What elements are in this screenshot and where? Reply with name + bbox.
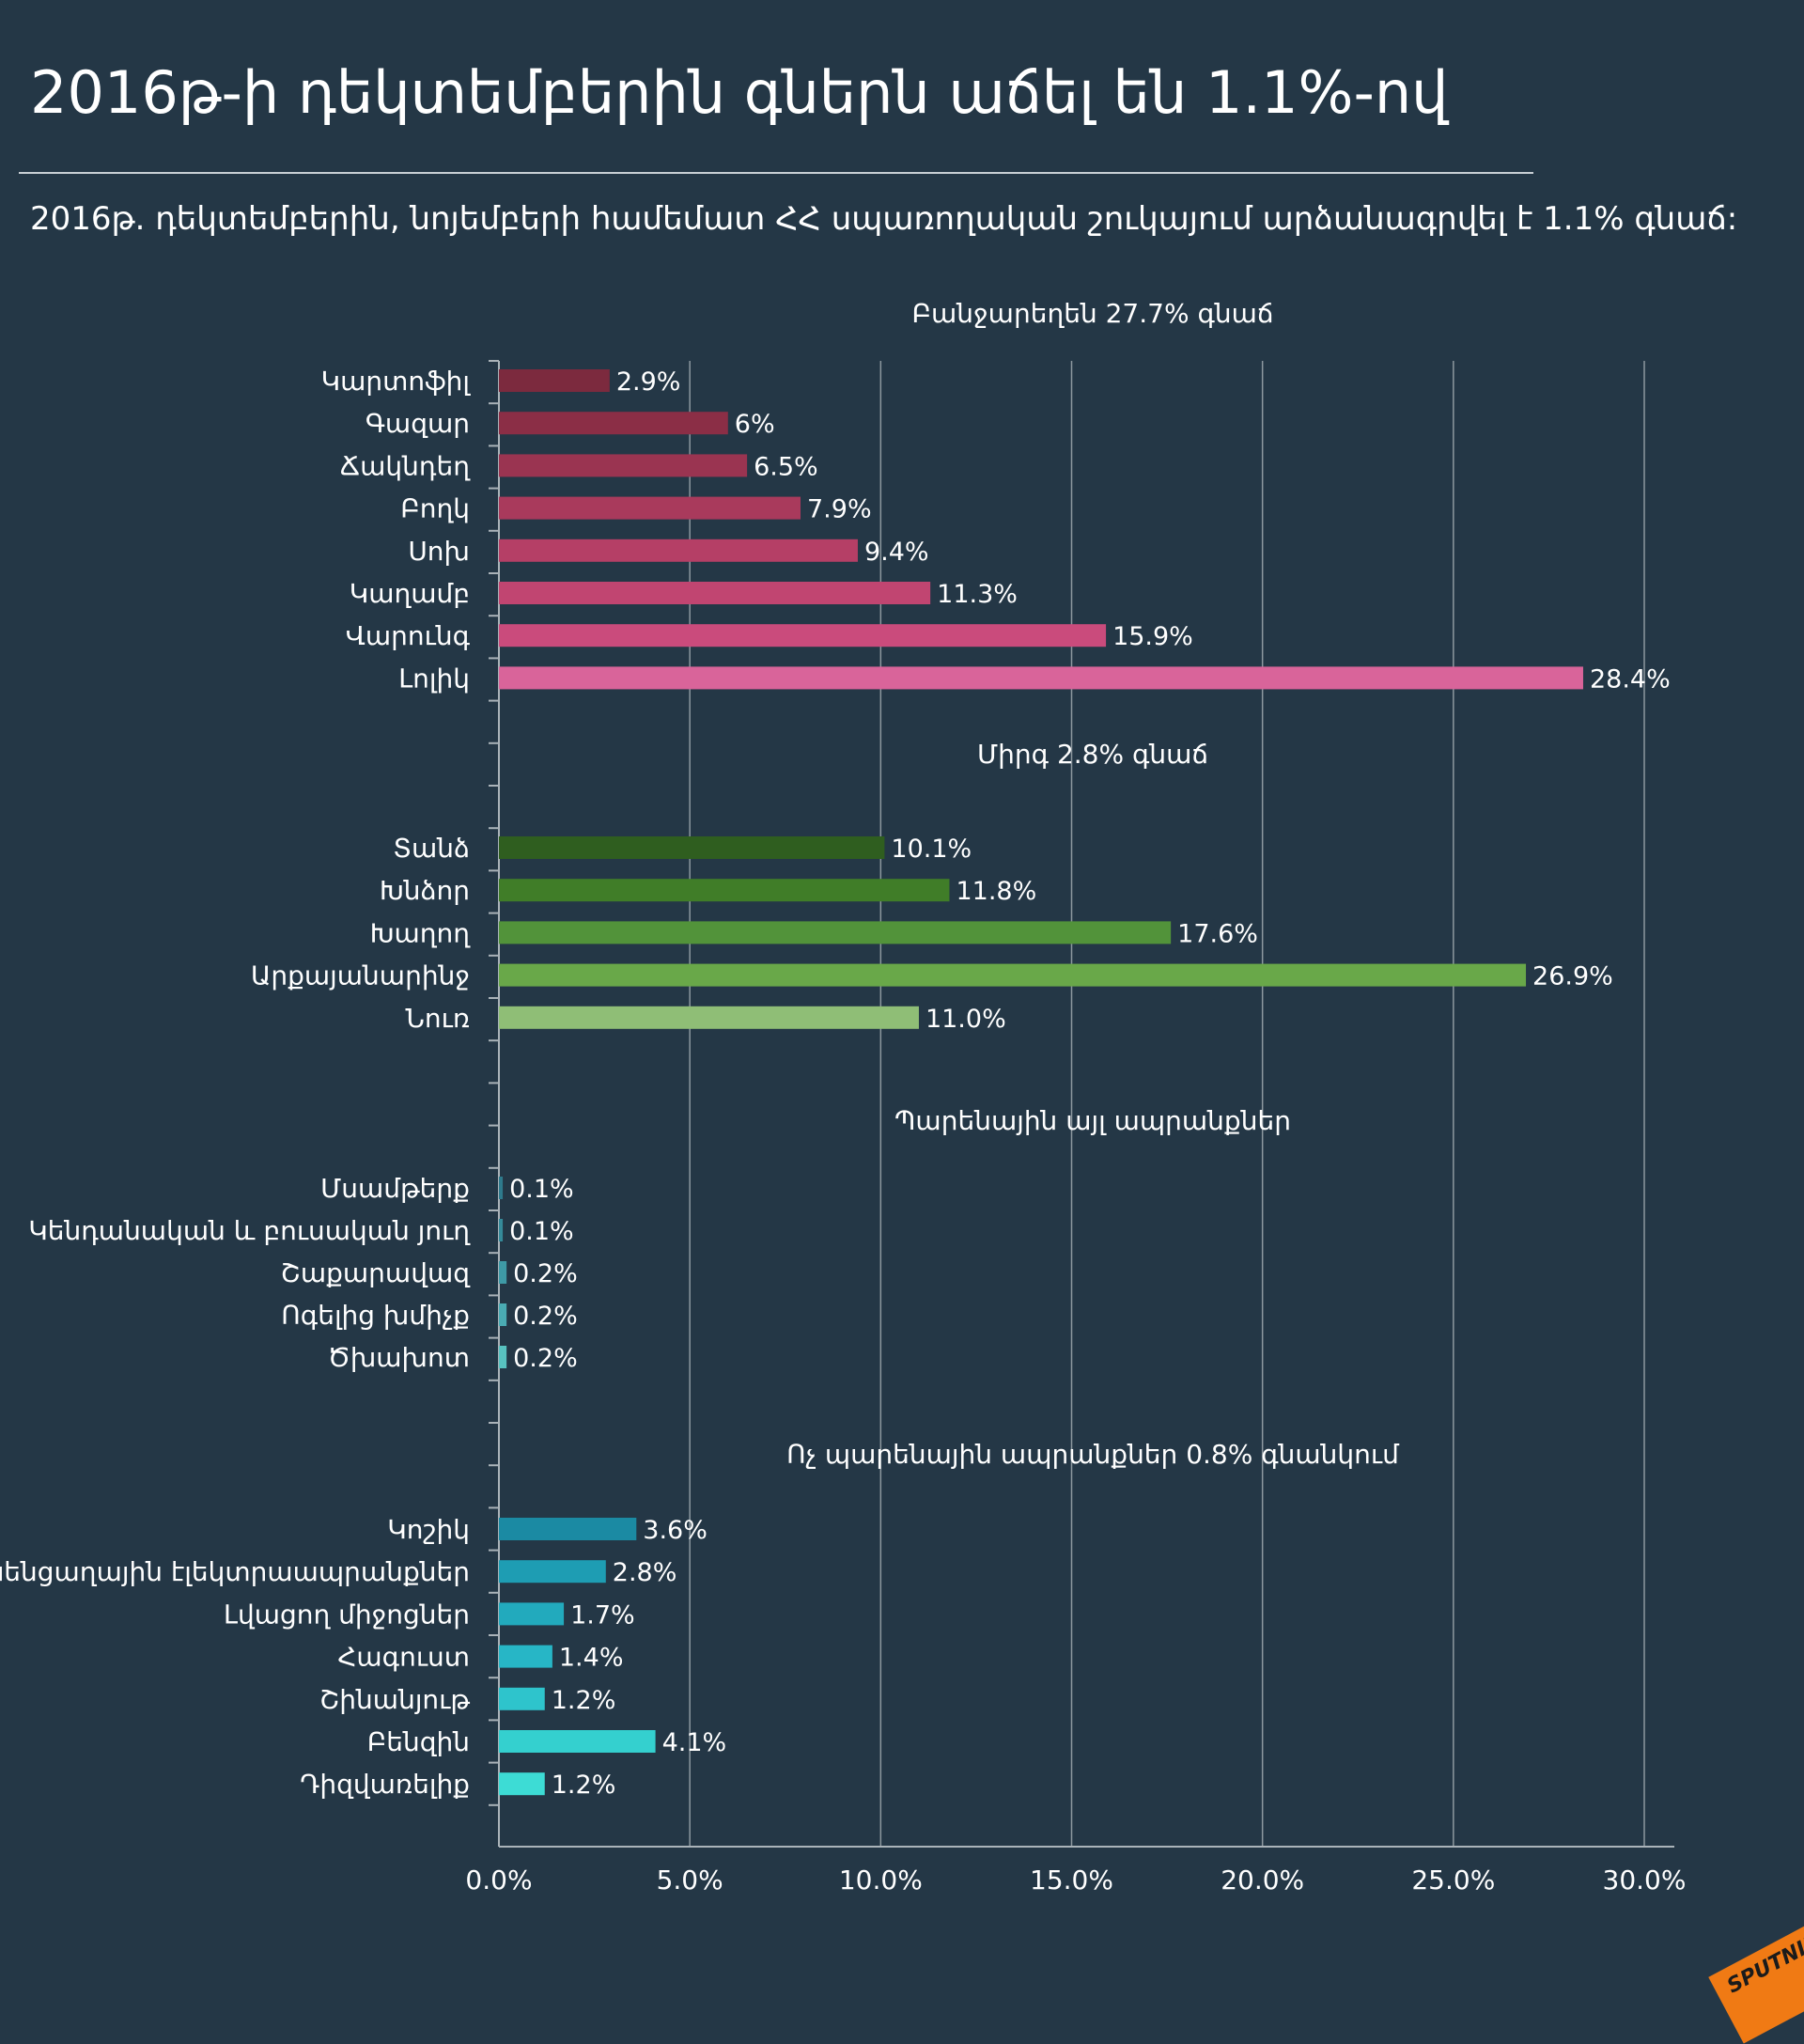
data-label: 0.2% (513, 1302, 578, 1331)
category-label: Կենցաղային էլեկտրաապրանքներ (0, 1556, 470, 1587)
page-subtitle: 2016թ. դեկտեմբերին, նոյեմբերի համեմատ ՀՀ… (30, 200, 1738, 238)
category-label: Կարտոֆիլ (321, 366, 472, 397)
data-label: 10.1% (891, 835, 972, 864)
category-label: Տանձ (393, 833, 470, 864)
bar (499, 1772, 545, 1796)
x-tick-label: 10.0% (839, 1865, 923, 1896)
category-label: Ճակնդեղ (340, 450, 472, 481)
category-label: Նուռ (406, 1003, 470, 1034)
x-tick-label: 30.0% (1603, 1865, 1687, 1896)
x-tick-label: 0.0% (465, 1865, 532, 1896)
x-tick-label: 15.0% (1030, 1865, 1113, 1896)
category-label: Լվացող միջոցներ (224, 1599, 470, 1630)
data-label: 2.8% (613, 1558, 677, 1587)
data-label: 11.3% (937, 580, 1018, 609)
bar (499, 921, 1172, 944)
data-label: 1.4% (559, 1644, 624, 1673)
category-label: Խնձոր (380, 875, 470, 906)
category-label: Սոխ (408, 536, 470, 567)
data-label: 0.1% (509, 1217, 574, 1246)
bar (499, 582, 931, 604)
title-divider (19, 172, 1533, 174)
data-label: 0.2% (513, 1259, 578, 1288)
data-label: 28.4% (1590, 664, 1671, 694)
data-label: 1.7% (570, 1600, 635, 1630)
x-tick-label: 5.0% (657, 1865, 723, 1896)
group-heading: Ոչ պարենային ապրանքներ 0.8% գնանկում (786, 1439, 1400, 1470)
data-label: 1.2% (552, 1686, 616, 1715)
bar-chart: 0.0% 5.0% 10.0% 15.0% 20.0% 25.0% 30.0% Բանջարե… (0, 298, 1687, 1896)
bar (499, 1687, 545, 1710)
group-heading: Բանջարեղեն 27.7% գնաճ (911, 298, 1273, 329)
data-label: 26.9% (1532, 962, 1613, 991)
category-label: Բենզին (367, 1726, 470, 1757)
bar (499, 1518, 637, 1540)
bar (499, 963, 1527, 987)
bar (499, 496, 801, 520)
data-label: 11.0% (925, 1005, 1006, 1034)
category-label: Հագուստ (337, 1642, 470, 1673)
category-label: Կոշիկ (387, 1514, 470, 1545)
bar (499, 1261, 507, 1284)
category-label: Արքայանարինջ (251, 960, 470, 991)
bar (499, 369, 610, 392)
category-label: Դիզվառելիք (300, 1769, 470, 1800)
data-label: 6.5% (754, 452, 818, 481)
category-label: Մսամթերք (320, 1173, 470, 1204)
bar (499, 1303, 507, 1326)
category-label: Կաղամբ (350, 578, 470, 609)
category-label: Կենդանական և բուսական յուղ (28, 1215, 471, 1246)
data-label: 2.9% (616, 367, 681, 397)
bar (499, 879, 950, 902)
category-label: Վարունգ (346, 620, 471, 651)
data-label: 0.1% (509, 1175, 574, 1204)
category-label: Ծխախոտ (328, 1342, 470, 1373)
bar (499, 1219, 504, 1241)
bar (499, 412, 728, 435)
data-label: 3.6% (643, 1516, 708, 1545)
data-label: 6% (735, 410, 775, 439)
bar (499, 538, 858, 562)
bar (499, 836, 885, 859)
data-label: 7.9% (807, 495, 872, 524)
data-label: 4.1% (662, 1728, 727, 1757)
category-label: Շաքարավազ (281, 1257, 472, 1288)
category-label: Բողկ (400, 493, 470, 524)
bar (499, 1177, 504, 1199)
bar (499, 1346, 507, 1368)
group-heading: Միրգ 2.8% գնաճ (977, 739, 1208, 770)
x-tick-label: 25.0% (1411, 1865, 1495, 1896)
category-label: Խաղող (370, 917, 472, 948)
bar (499, 1006, 919, 1029)
data-label: 11.8% (956, 877, 1036, 906)
bar (499, 1645, 552, 1668)
data-label: 15.9% (1112, 622, 1193, 651)
group-heading: Պարենային այլ ապրանքներ (894, 1105, 1291, 1136)
bar (499, 1730, 656, 1753)
bar (499, 1602, 565, 1626)
data-label: 9.4% (864, 538, 929, 567)
bar (499, 454, 748, 477)
data-label: 17.6% (1177, 919, 1258, 948)
category-label: Գազար (365, 408, 470, 439)
bar (499, 624, 1107, 648)
data-label: 1.2% (552, 1771, 616, 1800)
x-tick-label: 20.0% (1221, 1865, 1304, 1896)
bar (499, 1560, 606, 1584)
data-label: 0.2% (513, 1344, 578, 1373)
page-title: 2016թ-ի դեկտեմբերին գներն աճել են 1.1%-ո… (30, 58, 1449, 127)
bar (499, 666, 1583, 690)
category-label: Լոլիկ (398, 663, 470, 694)
category-label: Ոգելից խմիչք (281, 1300, 470, 1331)
category-label: Շինանյութ (319, 1684, 470, 1715)
